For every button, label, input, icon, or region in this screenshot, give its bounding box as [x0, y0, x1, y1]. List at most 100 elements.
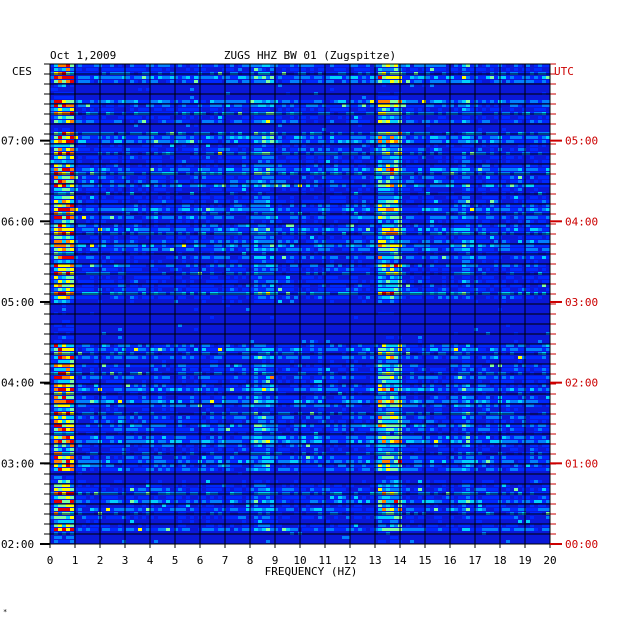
heatmap-cell — [254, 140, 258, 143]
heatmap-cell — [310, 276, 314, 279]
heatmap-cell — [310, 224, 314, 227]
heatmap-cell — [374, 284, 378, 287]
heatmap-cell — [210, 244, 214, 247]
heatmap-cell — [138, 268, 142, 271]
heatmap-cell — [174, 80, 178, 83]
heatmap-cell — [478, 188, 482, 191]
heatmap-cell — [358, 184, 362, 187]
heatmap-cell — [70, 84, 74, 87]
heatmap-cell — [402, 180, 406, 183]
heatmap-cell — [522, 216, 526, 219]
heatmap-cell — [62, 244, 66, 247]
heatmap-cell — [178, 104, 182, 107]
heatmap-cell — [474, 200, 478, 203]
heatmap-cell — [526, 220, 530, 223]
heatmap-cell — [282, 104, 286, 107]
heatmap-cell — [438, 108, 442, 111]
heatmap-cell — [50, 76, 54, 79]
heatmap-cell — [426, 108, 430, 111]
heatmap-cell — [154, 200, 158, 203]
heatmap-cell — [322, 280, 326, 283]
heatmap-cell — [110, 120, 114, 123]
heatmap-cell — [374, 216, 378, 219]
heatmap-cell — [66, 188, 70, 191]
heatmap-cell — [106, 176, 110, 179]
heatmap-cell — [526, 80, 530, 83]
heatmap-cell — [230, 208, 234, 211]
heatmap-cell — [134, 76, 138, 79]
heatmap-cell — [70, 108, 74, 111]
heatmap-cell — [218, 240, 222, 243]
heatmap-cell — [158, 168, 162, 171]
heatmap-cell — [546, 168, 550, 171]
heatmap-cell — [170, 156, 174, 159]
heatmap-cell — [350, 104, 354, 107]
heatmap-cell — [66, 160, 70, 163]
heatmap-cell — [430, 204, 434, 207]
heatmap-cell — [302, 140, 306, 143]
heatmap-cell — [522, 100, 526, 103]
heatmap-cell — [386, 100, 390, 103]
heatmap-cell — [358, 136, 362, 139]
heatmap-cell — [354, 160, 358, 163]
heatmap-cell — [334, 104, 338, 107]
heatmap-cell — [270, 68, 274, 71]
heatmap-cell — [534, 64, 538, 67]
heatmap-cell — [338, 244, 342, 247]
heatmap-cell — [138, 228, 142, 231]
heatmap-cell — [150, 136, 154, 139]
heatmap-cell — [190, 216, 194, 219]
heatmap-cell — [174, 64, 178, 67]
heatmap-cell — [390, 208, 394, 211]
heatmap-cell — [482, 76, 486, 79]
heatmap-cell — [94, 220, 98, 223]
heatmap-cell — [346, 184, 350, 187]
heatmap-cell — [342, 204, 346, 207]
heatmap-cell — [374, 264, 378, 267]
heatmap-cell — [78, 168, 82, 171]
heatmap-cell — [426, 76, 430, 79]
heatmap-cell — [282, 280, 286, 283]
heatmap-cell — [146, 196, 150, 199]
heatmap-cell — [354, 196, 358, 199]
heatmap-cell — [458, 256, 462, 259]
heatmap-cell — [66, 136, 70, 139]
heatmap-cell — [194, 168, 198, 171]
heatmap-cell — [166, 224, 170, 227]
heatmap-cell — [478, 248, 482, 251]
heatmap-cell — [90, 248, 94, 251]
heatmap-cell — [278, 100, 282, 103]
heatmap-cell — [538, 120, 542, 123]
heatmap-cell — [386, 164, 390, 167]
heatmap-cell — [474, 100, 478, 103]
heatmap-cell — [194, 248, 198, 251]
heatmap-cell — [142, 244, 146, 247]
heatmap-cell — [202, 76, 206, 79]
heatmap-cell — [126, 196, 130, 199]
heatmap-cell — [506, 76, 510, 79]
heatmap-cell — [302, 264, 306, 267]
heatmap-cell — [158, 140, 162, 143]
heatmap-cell — [178, 220, 182, 223]
heatmap-cell — [134, 100, 138, 103]
heatmap-cell — [334, 184, 338, 187]
heatmap-cell — [230, 184, 234, 187]
heatmap-cell — [186, 76, 190, 79]
heatmap-cell — [270, 276, 274, 279]
heatmap-cell — [62, 288, 66, 291]
heatmap-cell — [450, 76, 454, 79]
heatmap-cell — [306, 136, 310, 139]
heatmap-cell — [290, 204, 294, 207]
heatmap-cell — [442, 180, 446, 183]
heatmap-cell — [306, 208, 310, 211]
heatmap-cell — [506, 276, 510, 279]
heatmap-cell — [374, 136, 378, 139]
heatmap-cell — [534, 280, 538, 283]
heatmap-cell — [190, 104, 194, 107]
heatmap-cell — [542, 144, 546, 147]
heatmap-cell — [142, 228, 146, 231]
heatmap-cell — [338, 240, 342, 243]
heatmap-cell — [414, 100, 418, 103]
heatmap-cell — [74, 188, 78, 191]
heatmap-cell — [150, 216, 154, 219]
